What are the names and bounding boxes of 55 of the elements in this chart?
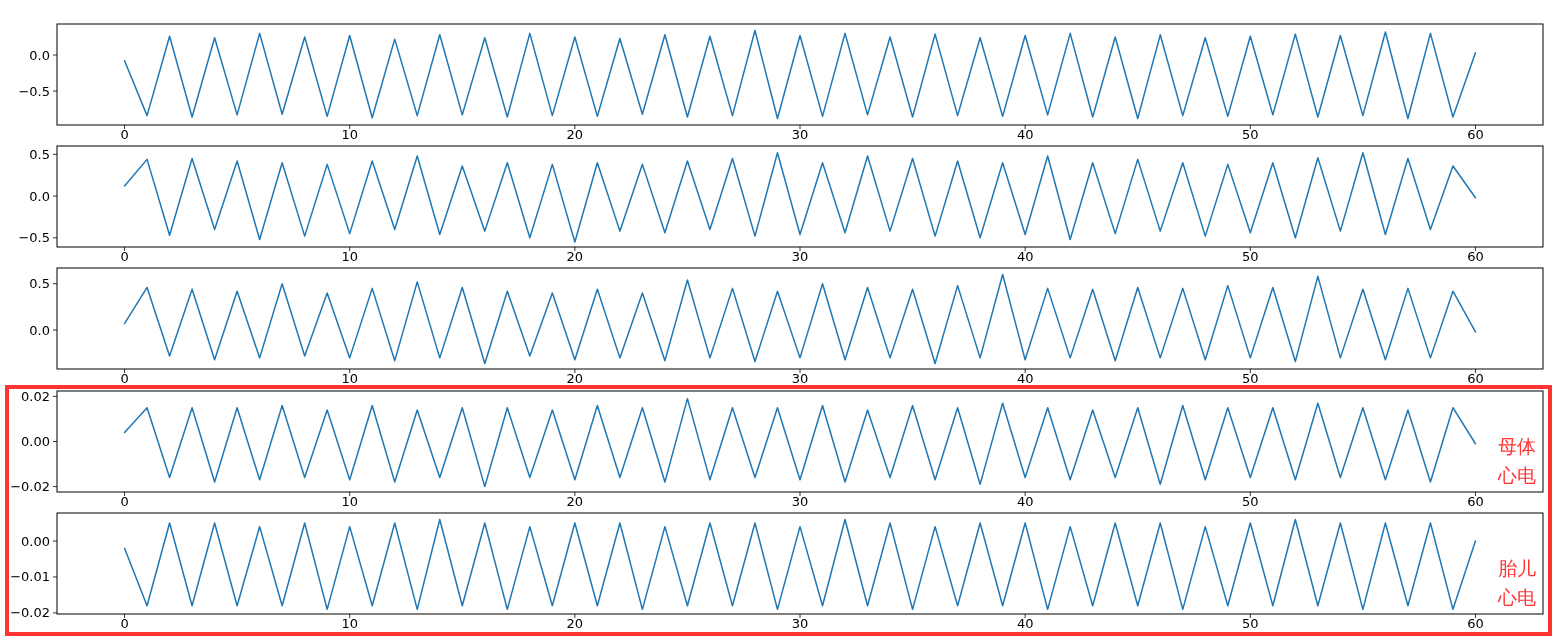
- y-tick-label: −0.5: [18, 83, 50, 99]
- x-tick-label: 60: [1467, 493, 1484, 509]
- x-tick-label: 20: [566, 371, 584, 387]
- x-tick-label: 20: [566, 127, 584, 142]
- y-tick-label: 0.0: [29, 322, 50, 338]
- x-tick-label: 20: [566, 249, 584, 265]
- x-tick-label: 30: [791, 249, 809, 265]
- x-tick-label: 40: [1016, 371, 1034, 387]
- line-series: [123, 518, 1477, 610]
- x-tick-label: 10: [341, 127, 358, 142]
- x-tick-label: 10: [341, 615, 358, 631]
- x-tick-label: 0: [120, 371, 129, 387]
- x-tick-label: 30: [791, 127, 809, 142]
- y-tick-label: 0.00: [21, 533, 50, 549]
- annotation: 母体心电: [1497, 433, 1536, 488]
- y-tick-label: −0.5: [18, 230, 50, 246]
- y-tick-label: −0.02: [10, 478, 50, 494]
- y-tick-label: 0.02: [21, 388, 50, 404]
- x-tick-label: 30: [791, 371, 809, 387]
- line-series: [123, 152, 1477, 243]
- x-tick-label: 40: [1016, 249, 1034, 265]
- x-tick-label: 50: [1242, 493, 1259, 509]
- x-tick-label: 50: [1242, 127, 1259, 142]
- x-tick-label: 0: [120, 493, 129, 509]
- y-tick-label: 0.5: [29, 147, 50, 163]
- x-tick-label: 20: [566, 615, 584, 631]
- line-series: [123, 29, 1477, 120]
- x-tick-label: 0: [120, 127, 129, 142]
- x-tick-label: 0: [120, 615, 129, 631]
- y-tick-label: 0.0: [29, 47, 50, 63]
- x-tick-label: 60: [1467, 615, 1484, 631]
- x-tick-label: 60: [1467, 127, 1484, 142]
- x-tick-label: 20: [566, 493, 584, 509]
- line-series: [123, 397, 1477, 487]
- x-tick-label: 50: [1242, 371, 1259, 387]
- x-tick-label: 40: [1016, 127, 1034, 142]
- x-tick-label: 60: [1467, 249, 1484, 265]
- line-series: [123, 274, 1477, 365]
- x-tick-label: 10: [341, 493, 358, 509]
- x-tick-label: 40: [1016, 493, 1034, 509]
- x-tick-label: 10: [341, 249, 358, 265]
- x-tick-label: 30: [791, 493, 809, 509]
- y-tick-label: 0.0: [29, 188, 50, 204]
- annotation: 胎儿心电: [1497, 555, 1536, 610]
- x-tick-label: 60: [1467, 371, 1484, 387]
- x-tick-label: 30: [791, 615, 809, 631]
- x-tick-label: 40: [1016, 615, 1034, 631]
- y-tick-label: 0.5: [29, 276, 50, 292]
- x-tick-label: 50: [1242, 249, 1259, 265]
- x-tick-label: 10: [341, 371, 358, 387]
- y-tick-label: 0.00: [21, 433, 50, 449]
- x-tick-label: 50: [1242, 615, 1259, 631]
- y-tick-label: −0.02: [10, 605, 50, 621]
- x-tick-label: 0: [120, 249, 129, 265]
- y-tick-label: −0.01: [10, 569, 50, 585]
